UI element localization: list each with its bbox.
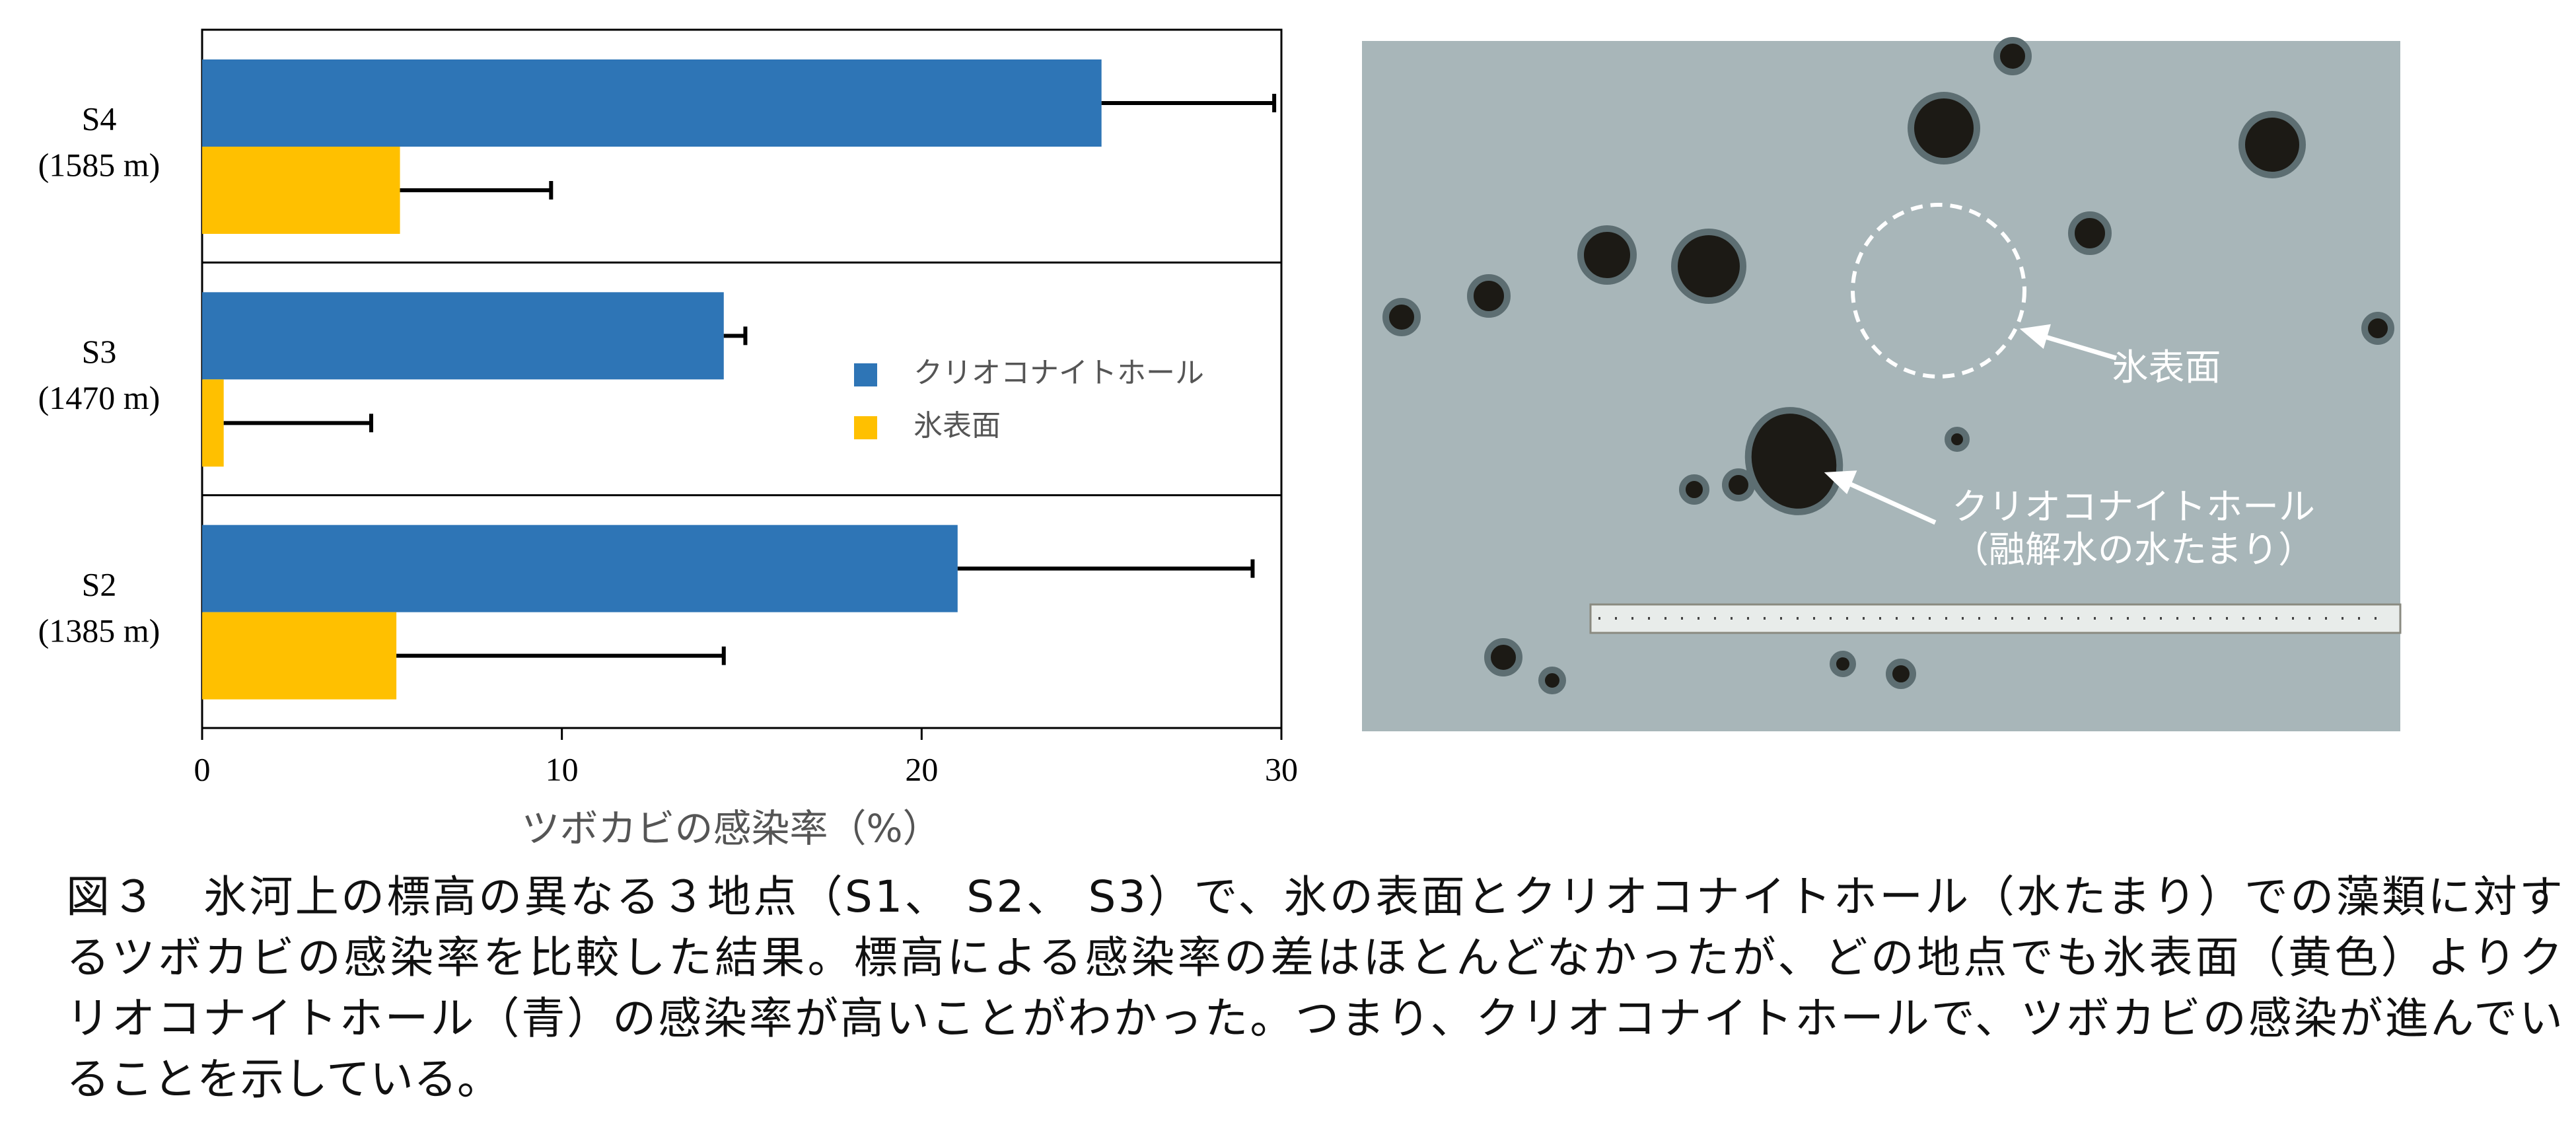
bar [202,59,1102,147]
dashed-circle [1851,203,2026,379]
photo-label: クリオコナイトホール [1952,486,2315,528]
legend-label: 氷表面 [913,409,1001,443]
photo-label: （融解水の水たまり） [1952,528,2314,571]
bar [202,612,397,700]
legend-swatch [854,363,877,386]
x-tick-label: 0 [194,750,211,787]
photo-label: 氷表面 [2112,346,2221,388]
x-tick-label: 30 [1265,750,1298,787]
x-tick-label: 20 [905,750,938,787]
caption-line: リオコナイトホール（青）の感染率が高いことがわかった。つまり、クリオコナイトホー… [66,993,2563,1044]
legend-label: クリオコナイトホール [913,356,1204,390]
bar [202,525,958,612]
caption-line: るツボカビの感染率を比較した結果。標高による感染率の差はほとんどなかったが、どの… [66,932,2563,983]
arrows [1824,324,2118,525]
category-sublabel: (1385 m) [38,612,161,649]
category-label: S3 [82,333,117,370]
ruler [1589,603,2402,634]
category-sublabel: (1585 m) [38,147,161,184]
bar [202,292,724,380]
caption-line: ることを示している。 [66,1054,501,1105]
x-axis-label: ツボカビの感染率（%） [521,806,941,851]
bar [202,147,400,234]
category-sublabel: (1470 m) [38,379,161,416]
caption-line: 図３ 氷河上の標高の異なる３地点（S1、 S2、 S3）で、氷の表面とクリオコナ… [66,871,2563,922]
category-label: S2 [82,565,117,602]
photo: 氷表面 クリオコナイトホール （融解水の水たまり） [1362,37,2402,731]
bar [202,379,224,467]
legend-swatch [854,416,877,439]
category-label: S4 [82,100,117,137]
x-tick-label: 10 [546,750,579,787]
holes [1382,37,2394,694]
